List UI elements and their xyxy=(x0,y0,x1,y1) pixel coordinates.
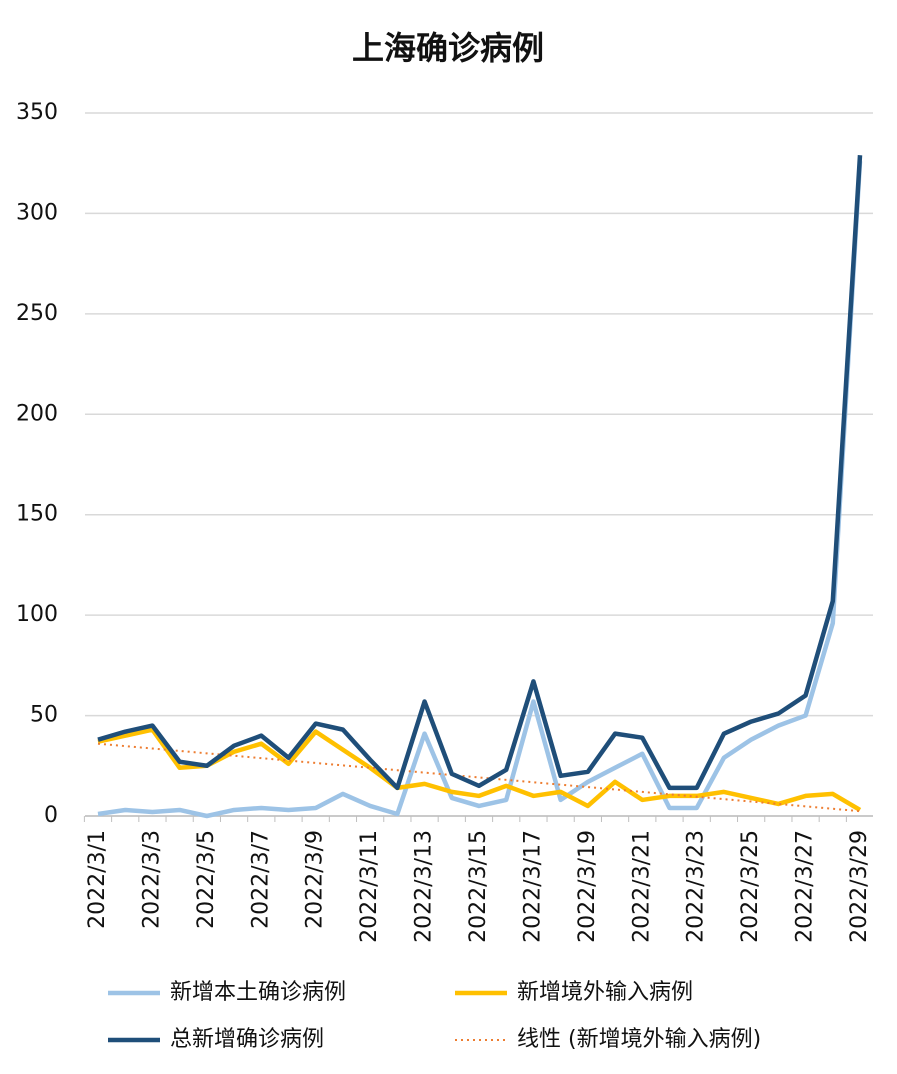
legend-label: 线性 (新增境外输入病例) xyxy=(517,1027,761,1052)
series-line xyxy=(97,161,863,819)
series-line xyxy=(97,727,862,812)
series-line xyxy=(97,155,863,791)
x-tick-label: 2022/3/19 xyxy=(575,830,600,943)
x-tick-label: 2022/3/13 xyxy=(412,830,437,943)
y-tick-label: 200 xyxy=(16,401,58,426)
x-tick-label: 2022/3/3 xyxy=(139,830,164,929)
x-tick-label: 2022/3/9 xyxy=(303,830,328,929)
x-tick-label: 2022/3/17 xyxy=(520,830,545,943)
x-tick-label: 2022/3/5 xyxy=(194,830,219,929)
x-tick-label: 2022/3/11 xyxy=(357,830,382,943)
y-tick-label: 350 xyxy=(16,100,58,125)
x-tick-label: 2022/3/1 xyxy=(85,830,110,929)
chart-title: 上海确诊病例 xyxy=(352,29,544,67)
y-tick-label: 150 xyxy=(16,502,58,527)
x-tick-label: 2022/3/25 xyxy=(738,830,763,943)
y-tick-label: 100 xyxy=(16,602,58,627)
x-tick-label: 2022/3/29 xyxy=(847,830,872,943)
legend-label: 新增境外输入病例 xyxy=(517,980,693,1005)
y-tick-label: 300 xyxy=(16,200,58,225)
x-tick-label: 2022/3/15 xyxy=(466,830,491,943)
y-tick-label: 250 xyxy=(16,301,58,326)
x-tick-label: 2022/3/27 xyxy=(793,830,818,943)
x-tick-label: 2022/3/23 xyxy=(684,830,709,943)
x-tick-label: 2022/3/7 xyxy=(248,830,273,929)
x-tick-label: 2022/3/21 xyxy=(629,830,654,943)
legend-label: 总新增确诊病例 xyxy=(170,1027,324,1052)
legend-label: 新增本土确诊病例 xyxy=(170,980,346,1005)
y-tick-label: 50 xyxy=(30,703,58,728)
y-tick-label: 0 xyxy=(44,803,58,828)
series-line xyxy=(97,742,861,813)
